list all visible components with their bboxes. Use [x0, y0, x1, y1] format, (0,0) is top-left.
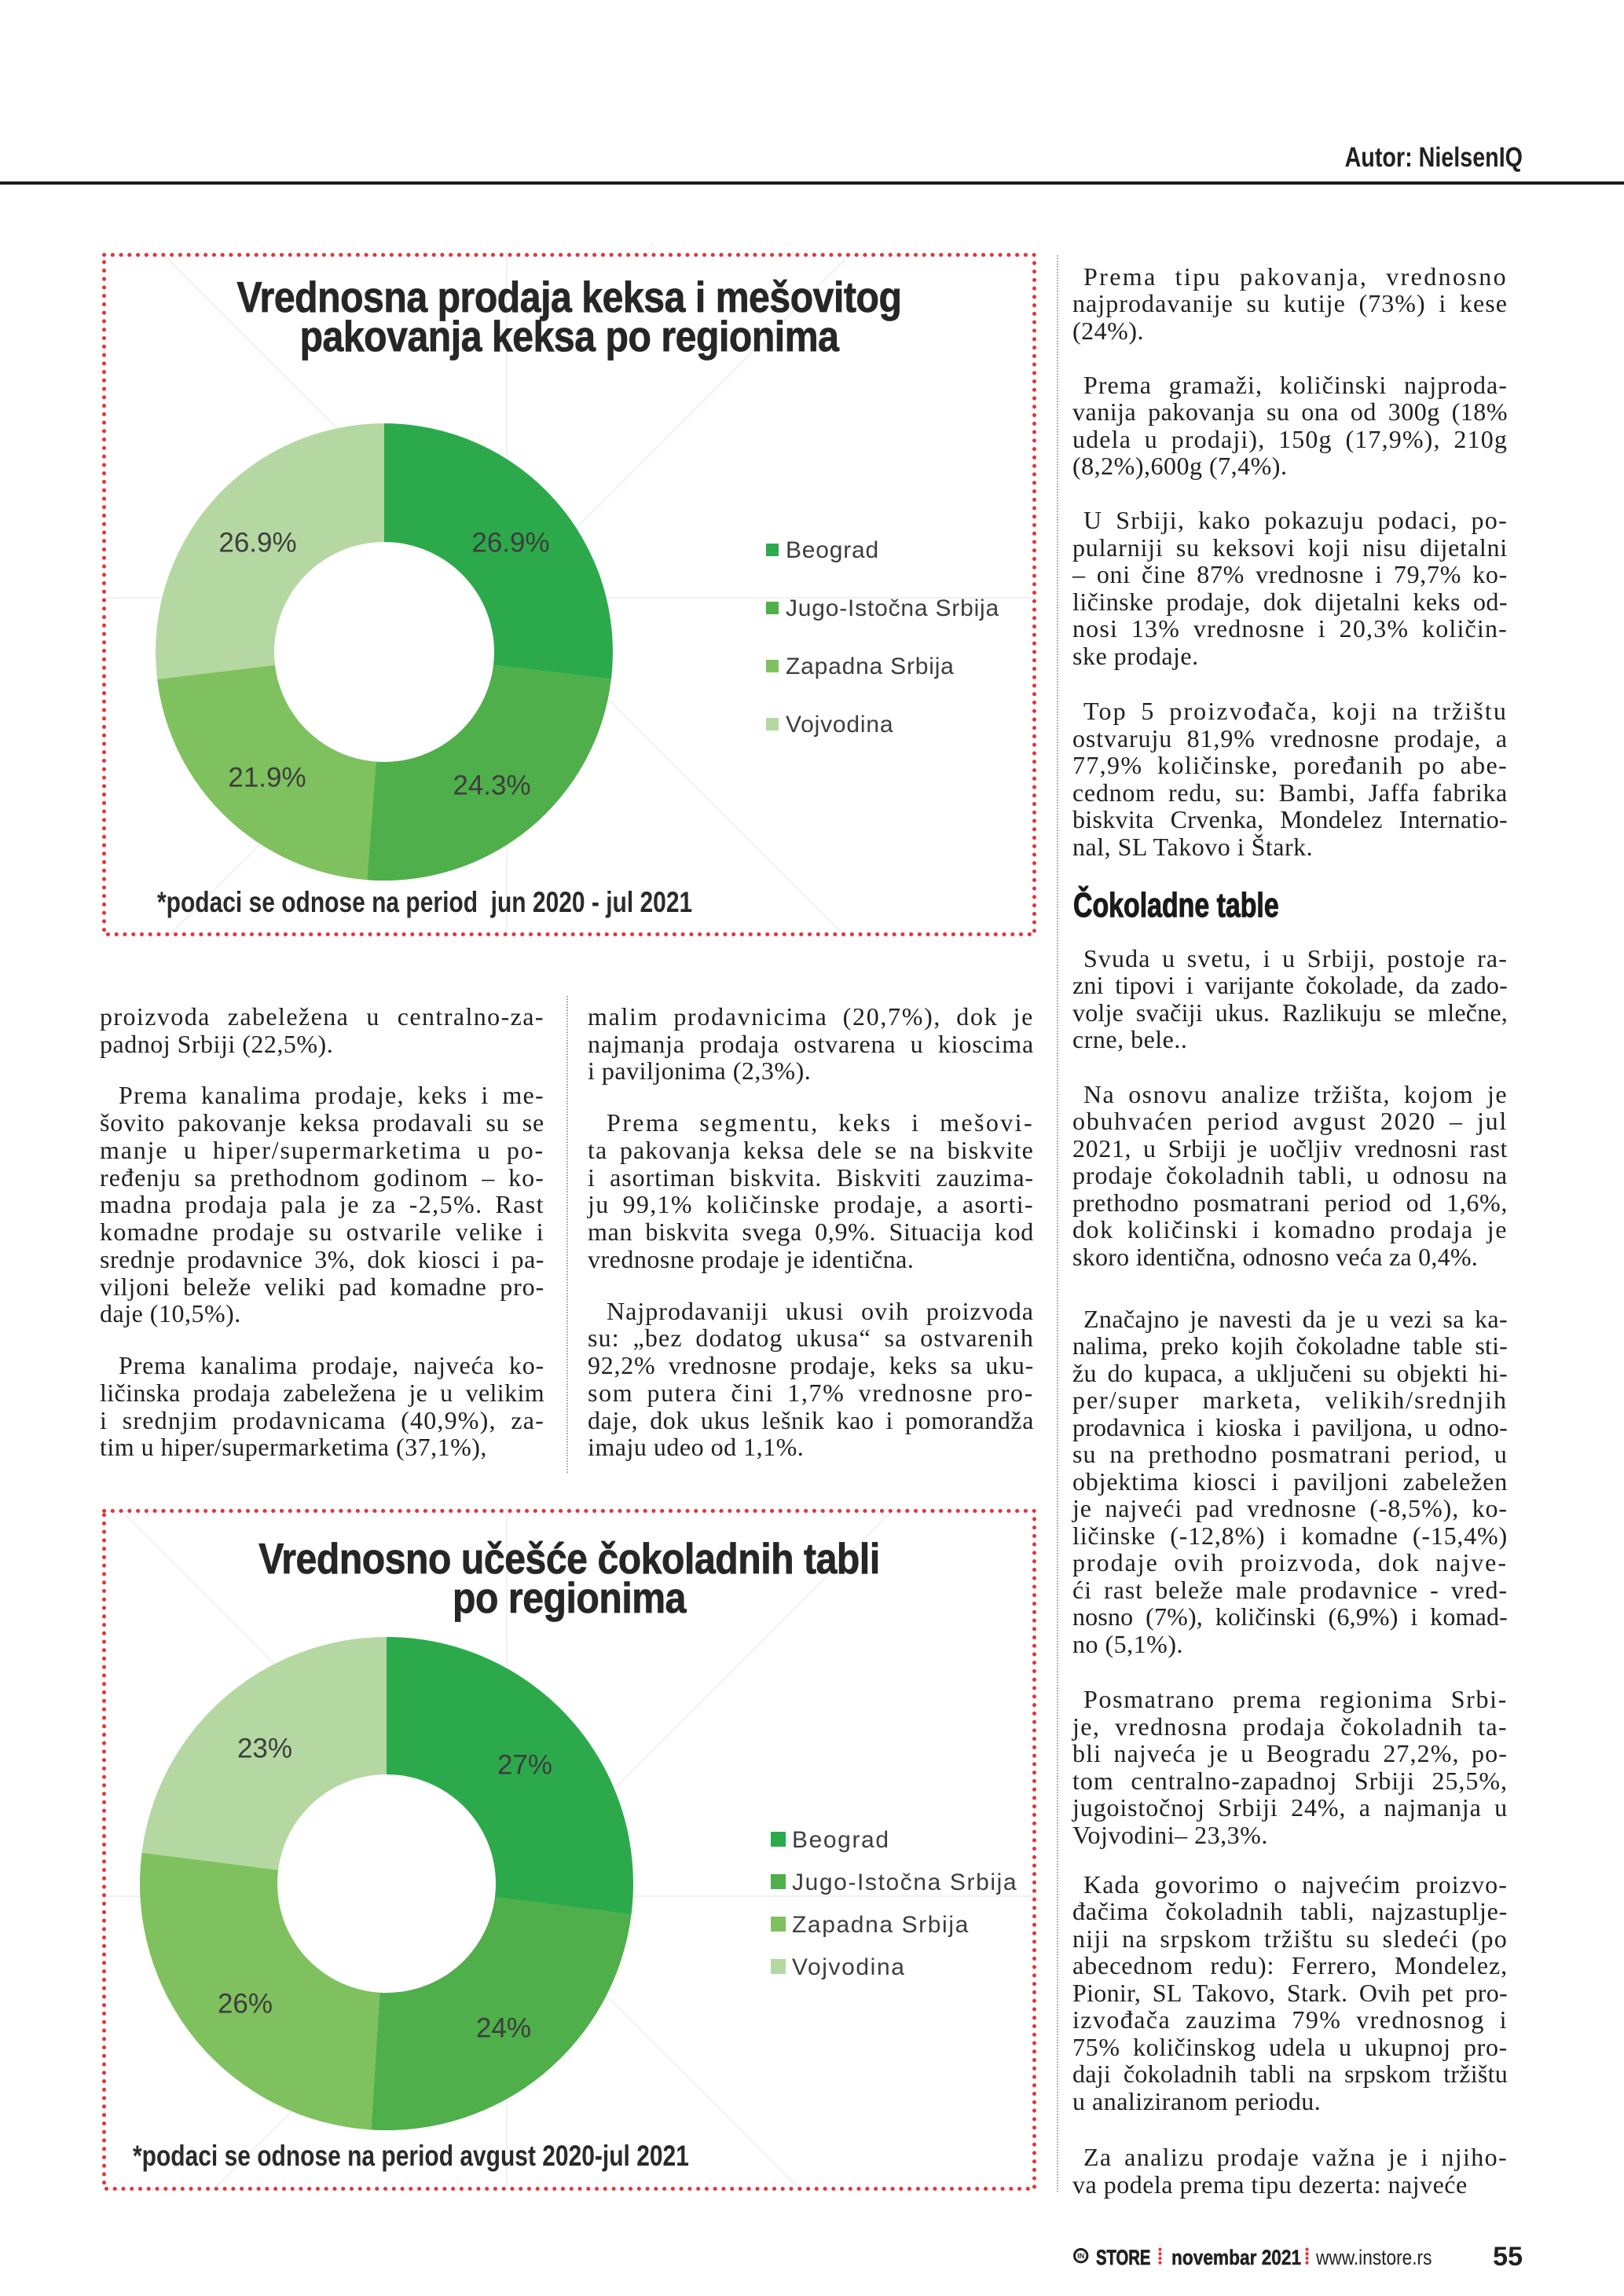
svg-text:IN: IN	[1077, 2252, 1084, 2260]
